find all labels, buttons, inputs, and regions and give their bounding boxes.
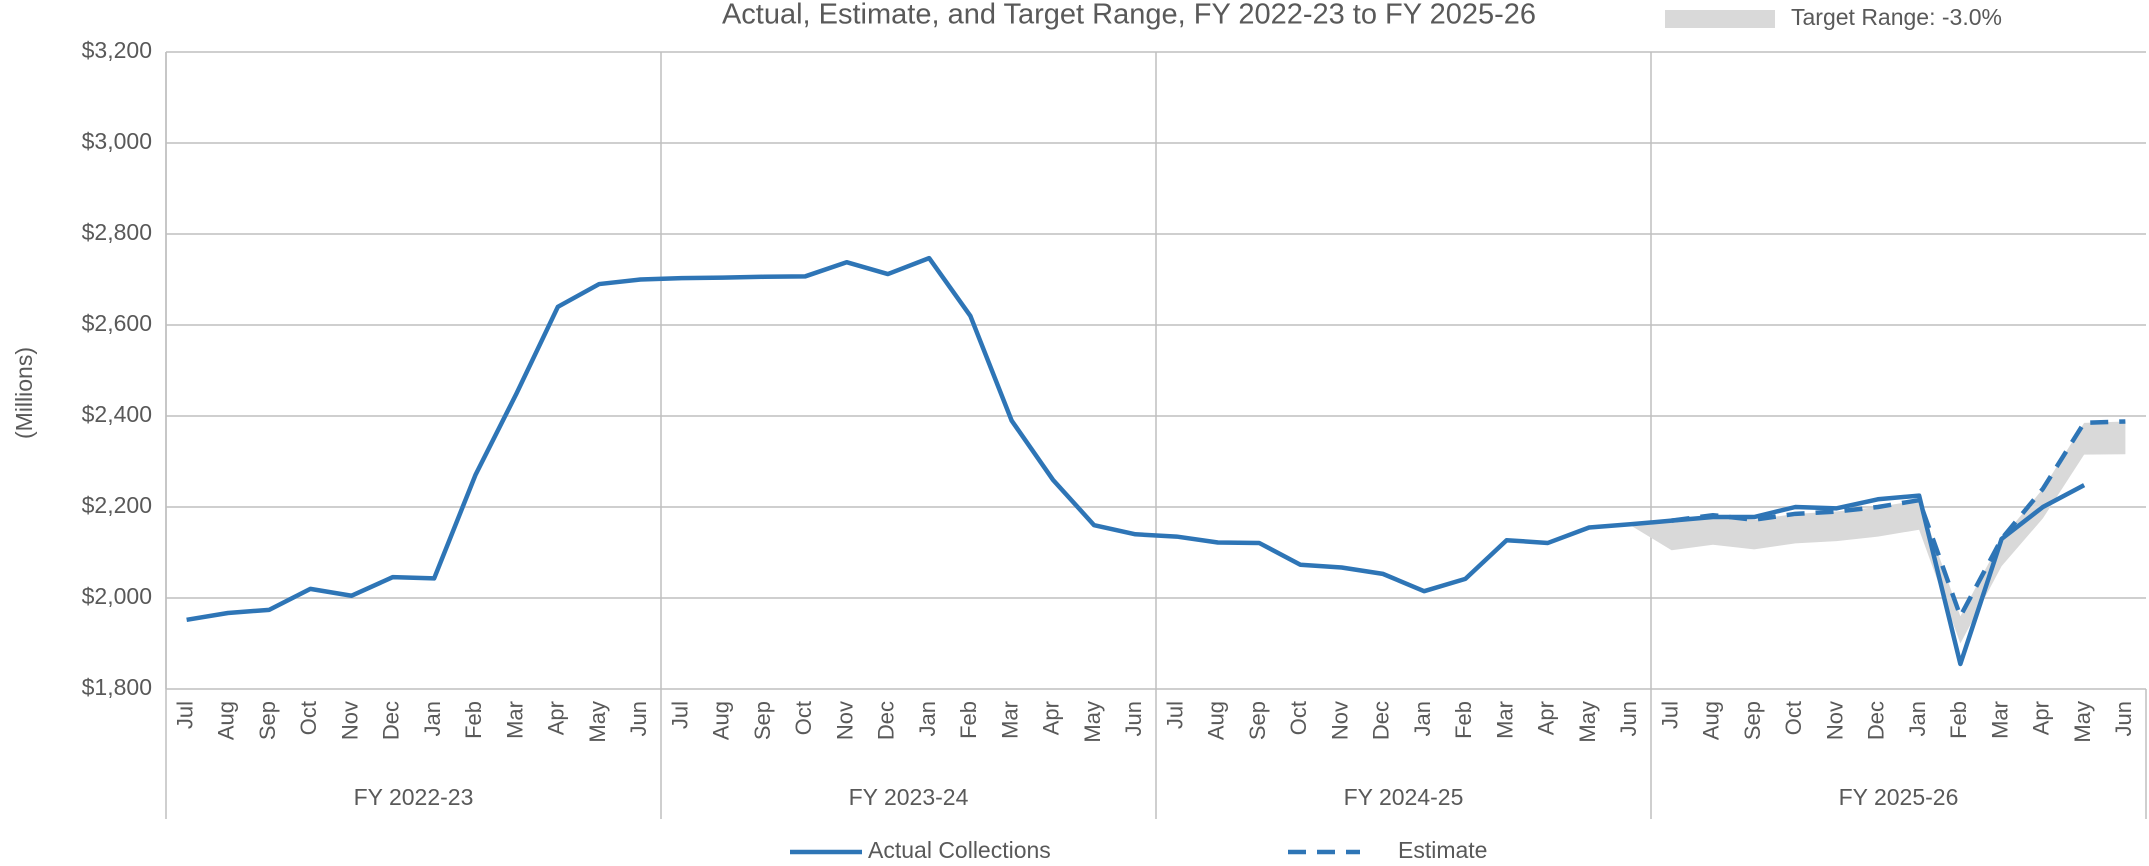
legend-label: Actual Collections (868, 837, 1051, 863)
group-label: FY 2024-25 (1344, 784, 1464, 810)
series-line (186, 255, 2086, 667)
x-tick-label: Nov (337, 701, 362, 740)
x-tick-label: May (2070, 701, 2095, 743)
x-tick-label: Dec (1864, 701, 1889, 740)
x-tick-label: Feb (956, 701, 981, 739)
y-tick-label: $2,600 (82, 310, 152, 336)
group-label: FY 2025-26 (1839, 784, 1959, 810)
x-tick-label: Oct (1781, 701, 1806, 735)
target-band (1630, 421, 2126, 644)
y-tick-label: $3,200 (82, 37, 152, 63)
x-tick-label: Jun (1616, 701, 1641, 736)
x-tick-label: Oct (1286, 701, 1311, 735)
x-tick-label: Jan (420, 701, 445, 736)
x-tick-label: Jun (1121, 701, 1146, 736)
group-label: FY 2022-23 (354, 784, 474, 810)
x-tick-label: Jun (626, 701, 651, 736)
group-label: FY 2023-24 (849, 784, 969, 810)
x-tick-label: Aug (1204, 701, 1229, 740)
legend-label: Estimate (1398, 837, 1487, 863)
legend-swatch (1665, 10, 1775, 28)
x-tick-label: Jul (1162, 701, 1187, 729)
x-tick-label: Oct (791, 701, 816, 735)
y-tick-label: $2,200 (82, 492, 152, 518)
x-tick-label: Sep (1245, 701, 1270, 740)
x-tick-label: Jul (172, 701, 197, 729)
x-tick-label: Jan (1410, 701, 1435, 736)
x-tick-label: Apr (1039, 701, 1064, 735)
x-tick-label: Sep (1740, 701, 1765, 740)
chart-title: Actual, Estimate, and Target Range, FY 2… (722, 0, 1536, 31)
x-tick-label: Feb (461, 701, 486, 739)
x-tick-label: Apr (2029, 701, 2054, 735)
x-tick-label: Dec (1369, 701, 1394, 740)
x-tick-label: Aug (214, 701, 239, 740)
x-tick-label: Feb (1451, 701, 1476, 739)
x-tick-label: Nov (1822, 701, 1847, 740)
x-tick-label: Mar (1492, 701, 1517, 739)
y-tick-label: $2,000 (82, 583, 152, 609)
x-tick-label: Dec (874, 701, 899, 740)
x-tick-label: Sep (255, 701, 280, 740)
x-tick-label: Nov (832, 701, 857, 740)
x-tick-label: Oct (296, 701, 321, 735)
x-tick-label: May (1575, 701, 1600, 743)
x-tick-label: Apr (1534, 701, 1559, 735)
x-tick-label: Mar (997, 701, 1022, 739)
x-tick-label: Mar (1987, 701, 2012, 739)
x-tick-label: Mar (502, 701, 527, 739)
x-tick-label: Jul (1657, 701, 1682, 729)
x-tick-label: Jan (915, 701, 940, 736)
y-tick-label: $2,400 (82, 401, 152, 427)
series-line (1671, 419, 2126, 619)
x-tick-label: Aug (709, 701, 734, 740)
x-tick-label: Feb (1946, 701, 1971, 739)
y-tick-label: $1,800 (82, 674, 152, 700)
y-tick-label: $2,800 (82, 219, 152, 245)
legend-label: Target Range: -3.0% (1791, 4, 2002, 30)
x-tick-label: Jan (1905, 701, 1930, 736)
x-tick-label: Sep (750, 701, 775, 740)
x-tick-label: May (1080, 701, 1105, 743)
x-tick-label: Jun (2111, 701, 2136, 736)
x-tick-label: Nov (1327, 701, 1352, 740)
y-axis-label: (Millions) (11, 347, 37, 439)
y-tick-label: $3,000 (82, 128, 152, 154)
x-tick-label: May (585, 701, 610, 743)
x-tick-label: Apr (544, 701, 569, 735)
x-tick-label: Aug (1699, 701, 1724, 740)
x-tick-label: Dec (379, 701, 404, 740)
x-tick-label: Jul (667, 701, 692, 729)
